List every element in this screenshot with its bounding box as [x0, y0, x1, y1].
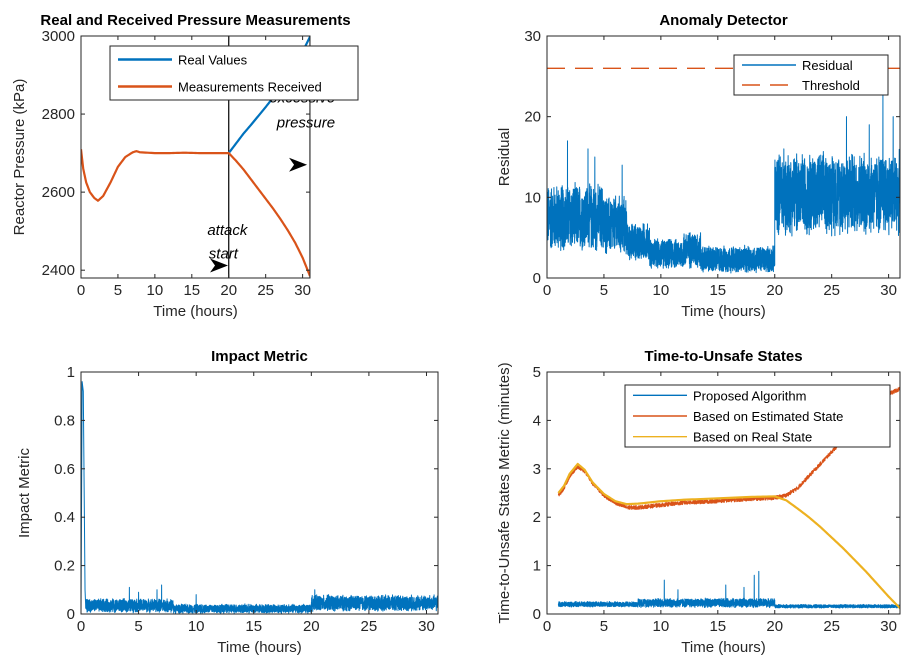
x-tick-label: 15: [183, 282, 200, 299]
y-tick-label: 5: [533, 364, 541, 381]
axes-box: [80, 371, 439, 615]
y-tick-label: 0: [67, 606, 75, 623]
x-tick-label: 5: [114, 282, 122, 299]
y-tick-label: 1: [67, 364, 75, 381]
x-tick-label: 20: [766, 282, 783, 299]
chart-panel-2: 0 5 10 15 20 25 30 0 0.2 0.4 0.6 0.8 1 Impact Metric T…: [16, 348, 439, 656]
chart-panel-1: 0 5 10 15 20 25 30 0 10 20 30 Anomaly Detector Time …: [496, 12, 901, 320]
x-tick-label: 15: [709, 618, 726, 635]
series-line-residual: [547, 91, 900, 274]
axes-border: [80, 371, 439, 615]
y-tick-label: 20: [524, 109, 541, 126]
y-tick-label: 3: [533, 461, 541, 478]
y-tick-label: 0: [533, 270, 541, 287]
arrow-head-1: [210, 258, 229, 273]
x-tick-label: 20: [220, 282, 237, 299]
x-tick-label: 0: [543, 618, 551, 635]
y-tick-label: 4: [533, 412, 541, 429]
annotation-1: pressure: [276, 115, 335, 132]
series-line-0: [81, 381, 438, 614]
legend-box: [109, 45, 359, 101]
x-axis-label: Time (hours): [681, 303, 765, 320]
x-tick-label: 30: [294, 282, 311, 299]
axes-border: [546, 35, 901, 279]
y-axis-label: Impact Metric: [16, 447, 33, 538]
y-tick-label: 0: [533, 606, 541, 623]
chart-title: Anomaly Detector: [659, 12, 788, 29]
x-tick-label: 5: [600, 282, 608, 299]
x-axis-label: Time (hours): [217, 639, 301, 656]
series-line-measurements-received: [81, 149, 310, 277]
chart-title: Impact Metric: [211, 348, 308, 365]
y-tick-label: 0.8: [54, 412, 75, 429]
x-tick-label: 0: [77, 618, 85, 635]
y-tick-label: 2600: [42, 184, 75, 201]
legend-entry: Based on Estimated State: [693, 409, 843, 424]
axes-border: [546, 371, 901, 615]
series-line-based-on-real-state: [557, 462, 900, 609]
x-tick-label: 10: [653, 282, 670, 299]
x-tick-label: 15: [709, 282, 726, 299]
x-tick-label: 10: [147, 282, 164, 299]
x-tick-label: 25: [823, 618, 840, 635]
y-tick-label: 30: [524, 28, 541, 45]
legend: Proposed Algorithm Based on Estimated Sta…: [624, 384, 891, 448]
annotation-2: attack: [207, 222, 249, 239]
arrow-head-0: [289, 157, 308, 172]
y-tick-label: 0.4: [54, 509, 75, 526]
x-tick-label: 30: [418, 618, 435, 635]
x-tick-label: 5: [134, 618, 142, 635]
y-axis-label: Time-to-Unsafe States Metric (minutes): [496, 362, 513, 623]
chart-panel-3: 0 5 10 15 20 25 30 0 1 2 3 4 5 Time-to-Unsafe States T…: [496, 348, 901, 656]
x-axis-label: Time (hours): [681, 639, 765, 656]
chart-panel-0: excessivepressureattackstart051015202530…: [11, 12, 359, 320]
legend: Residual Threshold: [733, 54, 889, 96]
legend-entry: Based on Real State: [693, 430, 812, 445]
x-tick-label: 15: [245, 618, 262, 635]
y-tick-label: 3000: [42, 28, 75, 45]
legend-entry: Real Values: [178, 53, 248, 68]
x-tick-label: 10: [653, 618, 670, 635]
x-tick-label: 25: [823, 282, 840, 299]
x-tick-label: 30: [880, 282, 897, 299]
legend-entry: Residual: [802, 58, 853, 73]
y-tick-label: 10: [524, 189, 541, 206]
y-axis-label: Reactor Pressure (kPa): [11, 79, 28, 236]
y-axis-label: Residual: [496, 128, 513, 186]
y-tick-label: 2: [533, 509, 541, 526]
x-tick-label: 0: [543, 282, 551, 299]
x-tick-label: 30: [880, 618, 897, 635]
series-line-proposed-algorithm: [557, 570, 900, 609]
y-tick-label: 0.2: [54, 558, 75, 575]
plot-area: [81, 381, 438, 614]
legend-entry: Proposed Algorithm: [693, 388, 806, 403]
chart-title: Time-to-Unsafe States: [644, 348, 802, 365]
x-tick-label: 0: [77, 282, 85, 299]
x-tick-label: 20: [303, 618, 320, 635]
legend-box: [733, 54, 889, 96]
x-axis-label: Time (hours): [153, 303, 237, 320]
x-tick-label: 20: [766, 618, 783, 635]
legend-entry: Measurements Received: [178, 80, 322, 95]
y-tick-label: 0.6: [54, 461, 75, 478]
x-tick-label: 10: [188, 618, 205, 635]
x-tick-label: 25: [361, 618, 378, 635]
axes-border: [80, 35, 311, 279]
y-tick-label: 1: [533, 558, 541, 575]
legend: Real Values Measurements Received: [109, 45, 359, 101]
x-tick-label: 5: [600, 618, 608, 635]
legend-entry: Threshold: [802, 78, 860, 93]
y-tick-label: 2800: [42, 106, 75, 123]
annotation-3: start: [209, 245, 239, 262]
chart-title: Real and Received Pressure Measurements: [40, 12, 350, 29]
y-tick-label: 2400: [42, 262, 75, 279]
x-tick-label: 25: [257, 282, 274, 299]
